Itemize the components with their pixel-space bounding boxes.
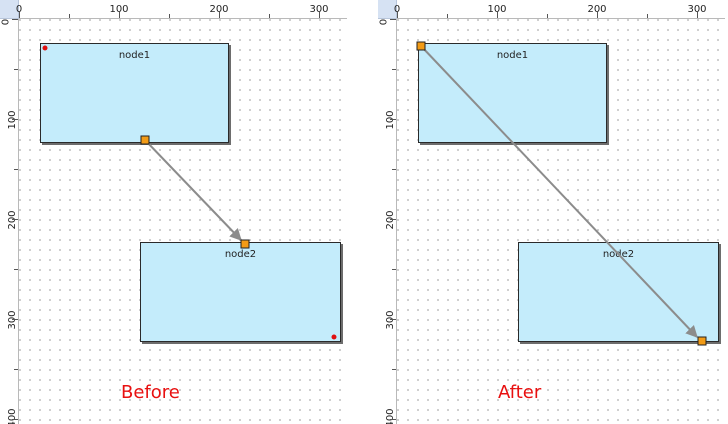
node1-box[interactable]: node1: [418, 43, 607, 143]
vertical-ruler: 0 100 200 300 400: [378, 19, 397, 424]
ruler-tick: [169, 14, 170, 18]
ruler-tick: [12, 419, 18, 420]
ruler-tick: [647, 14, 648, 18]
corner-hint-dot: [331, 334, 337, 340]
node2-label: node2: [224, 249, 257, 260]
ruler-label: 200: [587, 4, 607, 15]
ruler-tick: [390, 319, 396, 320]
ruler-tick: [269, 14, 270, 18]
ruler-tick: [697, 12, 698, 18]
edge-layer: [420, 45, 698, 338]
ruler-label: 300: [7, 310, 19, 330]
ruler-label: 200: [7, 210, 19, 230]
before-caption: Before: [121, 382, 180, 403]
ruler-tick: [14, 269, 18, 270]
ruler-corner: [378, 0, 397, 19]
ruler-label: 300: [309, 4, 329, 15]
target-port[interactable]: [240, 239, 250, 249]
ruler-tick: [119, 12, 120, 18]
vertical-ruler: 0 100 200 300 400: [0, 19, 19, 424]
ruler-label: 0: [15, 4, 23, 15]
ruler-tick: [14, 169, 18, 170]
ruler-label: 400: [385, 408, 397, 424]
ruler-label: 0: [378, 18, 390, 26]
ruler-tick: [390, 219, 396, 220]
ruler-tick: [12, 19, 18, 20]
ruler-tick: [397, 12, 398, 18]
ruler-tick: [219, 12, 220, 18]
ruler-tick: [597, 12, 598, 18]
diagram-canvas[interactable]: node1 node2: [19, 19, 347, 424]
connector-edge[interactable]: [144, 139, 242, 241]
ruler-tick: [69, 14, 70, 18]
ruler-tick: [390, 119, 396, 120]
node1-label: node1: [118, 50, 151, 61]
before-panel: 0 100 200 300 0 100 200 300 400 node1 no…: [0, 0, 347, 424]
ruler-tick: [19, 12, 20, 18]
ruler-label: 300: [687, 4, 707, 15]
ruler-label: 300: [385, 310, 397, 330]
after-caption: After: [498, 382, 542, 403]
ruler-tick: [392, 269, 396, 270]
connector-edge[interactable]: [420, 45, 698, 338]
panel-divider: [347, 0, 378, 424]
ruler-tick: [547, 14, 548, 18]
source-port[interactable]: [140, 135, 150, 145]
ruler-label: 200: [209, 4, 229, 15]
node1-box[interactable]: node1: [40, 43, 229, 143]
ruler-tick: [390, 419, 396, 420]
edge-layer: [144, 139, 242, 241]
ruler-tick: [12, 119, 18, 120]
ruler-tick: [14, 369, 18, 370]
ruler-label: 100: [109, 4, 129, 15]
ruler-label: 100: [7, 110, 19, 130]
ruler-tick: [319, 12, 320, 18]
corner-hint-dot: [42, 45, 48, 51]
node2-box[interactable]: node2: [140, 242, 341, 342]
horizontal-ruler: 0 100 200 300: [393, 0, 725, 19]
target-port[interactable]: [697, 336, 707, 346]
source-port[interactable]: [416, 41, 426, 51]
ruler-label: 400: [7, 408, 19, 424]
ruler-tick: [497, 12, 498, 18]
ruler-tick: [14, 69, 18, 70]
after-panel: 0 100 200 300 0 100 200 300 400 node1 no…: [378, 0, 725, 424]
ruler-corner: [0, 0, 19, 19]
ruler-tick: [12, 319, 18, 320]
node1-label: node1: [496, 50, 529, 61]
ruler-tick: [390, 19, 396, 20]
ruler-label: 0: [393, 4, 401, 15]
ruler-label: 0: [0, 18, 12, 26]
diagram-canvas[interactable]: node1 node2: [397, 19, 725, 424]
ruler-label: 100: [487, 4, 507, 15]
ruler-tick: [392, 369, 396, 370]
horizontal-ruler: 0 100 200 300: [15, 0, 347, 19]
ruler-label: 200: [385, 210, 397, 230]
ruler-tick: [392, 169, 396, 170]
ruler-tick: [392, 69, 396, 70]
ruler-tick: [12, 219, 18, 220]
ruler-label: 100: [385, 110, 397, 130]
ruler-tick: [447, 14, 448, 18]
